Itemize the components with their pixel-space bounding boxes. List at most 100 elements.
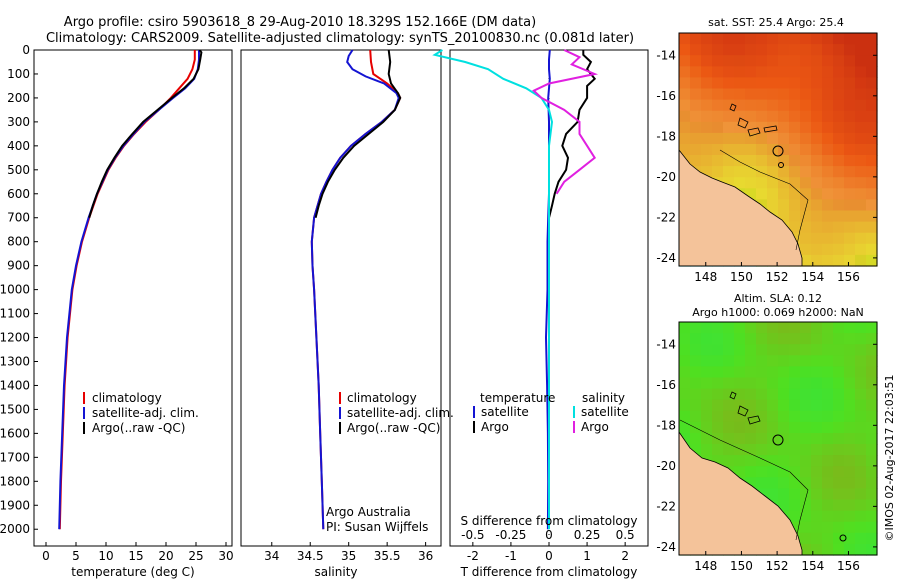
heatmap-cell [811,199,823,212]
heatmap-cell [734,421,746,434]
salinity-x-ticks: 34 34.5 35 35.5 36 [264,542,433,563]
heatmap-cell [789,110,801,123]
t-difference-label: T difference from climatology [460,565,638,579]
difference-lines [432,49,599,530]
legend-argo-label: Argo(..raw -QC) [347,421,440,435]
heatmap-cell [855,322,867,334]
series-line-argo-raw-qc- [88,49,203,218]
heatmap-cell [712,322,724,334]
title-line-1: Argo profile: csiro 5903618_8 29-Aug-201… [64,15,536,30]
heatmap-cell [679,344,691,356]
heatmap-cell [844,66,856,78]
heatmap-cell [833,199,845,212]
heatmap-cell [800,355,812,367]
heatmap-cell [811,44,823,56]
heatmap-cell [745,388,757,401]
x-tick-label: 0 [42,549,50,563]
heatmap-cell [844,466,856,478]
heatmap-cell [723,177,735,189]
heatmap-cell [822,399,834,412]
heatmap-cell [866,333,878,345]
heatmap-cell [756,121,768,134]
heatmap-cell [800,44,812,56]
heatmap-cell [833,99,845,112]
heatmap-cell [778,33,790,45]
heatmap-cell [866,355,878,367]
heatmap-cell [745,44,757,56]
heatmap-cell [745,88,757,101]
heatmap-cell [767,177,779,189]
heatmap-cell [833,55,845,67]
heatmap-cell [800,477,812,489]
heatmap-cell [734,66,746,78]
legend-temperature-header: temperature [480,391,555,405]
heatmap-cell [822,433,834,445]
heatmap-cell [811,466,823,478]
heatmap-cell [723,33,735,45]
heatmap-cell [679,77,691,90]
heatmap-cell [811,543,823,556]
heatmap-cell [701,55,713,67]
heatmap-cell [833,121,845,134]
y-tick-label: 500 [7,163,30,177]
heatmap-cell [734,433,746,445]
x-tick-label: -2 [467,549,479,563]
heatmap-cell [756,144,768,156]
heatmap-cell [866,44,878,56]
heatmap-cell [844,488,856,501]
heatmap-cell [833,132,845,145]
heatmap-cell [800,199,812,212]
heatmap-cell [866,344,878,356]
heatmap-cell [789,188,801,200]
heatmap-cell [844,188,856,200]
heatmap-cell [866,177,878,189]
heatmap-cell [789,510,801,523]
heatmap-cell [679,121,691,134]
heatmap-cell [701,410,713,423]
heatmap-cell [745,455,757,467]
heatmap-cell [745,399,757,412]
heatmap-cell [844,210,856,223]
heatmap-cell [811,521,823,534]
heatmap-cell [811,455,823,467]
map-y-tick-label: -20 [656,459,676,473]
heatmap-cell [789,433,801,445]
sst-heatmap-cells [679,33,878,267]
heatmap-cell [811,344,823,356]
heatmap-cell [701,344,713,356]
heatmap-cell [844,55,856,67]
sla-argo-position-marker [772,434,784,446]
heatmap-cell [778,333,790,345]
heatmap-cell [811,210,823,223]
legend-argo-label: Argo(..raw -QC) [92,421,185,435]
heatmap-cell [789,121,801,134]
heatmap-cell [866,88,878,101]
heatmap-cell [679,333,691,345]
heatmap-cell [866,477,878,489]
heatmap-cell [822,77,834,90]
heatmap-cell [800,232,812,245]
map-y-tick-label: -22 [656,210,676,224]
heatmap-cell [822,488,834,501]
heatmap-cell [756,322,768,334]
y-tick-label: 1200 [0,331,30,345]
heatmap-cell [778,77,790,90]
heatmap-cell [745,377,757,390]
heatmap-cell [833,144,845,156]
heatmap-cell [866,499,878,512]
heatmap-cell [822,243,834,256]
sla-coastline-land [678,430,803,556]
heatmap-cell [833,188,845,200]
heatmap-cell [756,88,768,101]
difference-panel: -2 -1 0 1 2 -0.5 -0.25 0 0.25 0.5 S difference f… [432,49,649,579]
y-tick-label: 1000 [0,283,30,297]
heatmap-cell [778,88,790,101]
heatmap-cell [822,510,834,523]
heatmap-cell [745,444,757,456]
heatmap-cell [679,410,691,423]
heatmap-cell [866,532,878,545]
heatmap-cell [701,77,713,90]
heatmap-cell [756,33,768,45]
heatmap-cell [800,110,812,123]
heatmap-cell [844,355,856,367]
